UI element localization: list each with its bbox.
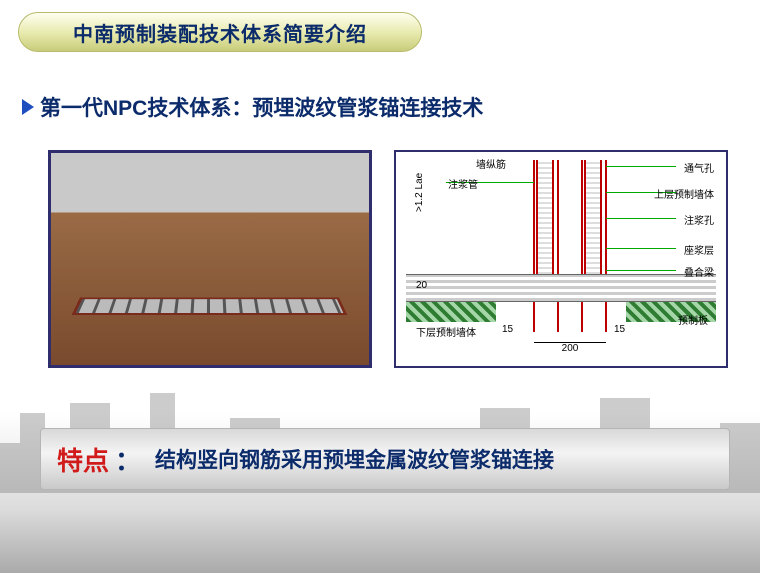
label-grout-pipe: 注浆管	[448, 176, 478, 191]
label-mortar: 座浆层	[684, 242, 714, 257]
label-vent-hole: 通气孔	[684, 160, 714, 175]
rebar-mesh-placeholder	[72, 297, 347, 314]
dim-200-text: 200	[562, 343, 579, 354]
grout-sleeve-right	[584, 160, 602, 274]
rebar-line	[605, 160, 607, 332]
label-gap15a: 15	[502, 324, 513, 335]
precast-slab-left	[406, 302, 496, 322]
slide-title-pill: 中南预制装配技术体系简要介绍	[18, 12, 422, 52]
leader-line	[606, 166, 676, 167]
bullet-arrow-icon	[22, 99, 34, 115]
leader-line	[606, 270, 676, 271]
feature-colon: ：	[115, 441, 141, 478]
slide-title: 中南预制装配技术体系简要介绍	[73, 18, 367, 47]
rebar-line	[581, 160, 583, 332]
feature-bar: 特点 ： 结构竖向钢筋采用预埋金属波纹管浆锚连接	[40, 428, 730, 490]
label-gap15b: 15	[614, 324, 625, 335]
label-lower-wall: 下层预制墙体	[416, 324, 476, 339]
leader-line	[606, 248, 676, 249]
subtitle-row: 第一代NPC技术体系：预埋波纹管浆锚连接技术	[22, 92, 483, 122]
label-beam: 叠合梁	[684, 264, 714, 279]
connection-diagram: 墙纵筋 通气孔 注浆管 上层预制墙体 注浆孔 座浆层 叠合梁 下层预制墙体 预制…	[394, 150, 728, 368]
photo-frame	[48, 150, 372, 368]
feature-text: 结构竖向钢筋采用预埋金属波纹管浆锚连接	[155, 444, 554, 474]
leader-line	[606, 218, 676, 219]
subtitle-text: 第一代NPC技术体系：预埋波纹管浆锚连接技术	[40, 92, 483, 122]
grout-sleeve-left	[536, 160, 554, 274]
label-grout-hole: 注浆孔	[684, 212, 714, 227]
feature-label: 特点	[57, 441, 109, 478]
factory-photo-placeholder	[51, 153, 369, 365]
label-vdim: >1.2 Lae	[414, 173, 425, 212]
composite-slab	[406, 274, 716, 302]
figure-row: 墙纵筋 通气孔 注浆管 上层预制墙体 注浆孔 座浆层 叠合梁 下层预制墙体 预制…	[48, 150, 732, 368]
label-precast-slab: 预制板	[678, 312, 708, 327]
rebar-line	[557, 160, 559, 332]
dim-200: 200	[534, 342, 606, 354]
label-slab20: 20	[416, 280, 427, 291]
rebar-line	[533, 160, 535, 332]
label-wall-rebar: 墙纵筋	[476, 156, 506, 171]
label-upper-wall: 上层预制墙体	[654, 186, 714, 201]
